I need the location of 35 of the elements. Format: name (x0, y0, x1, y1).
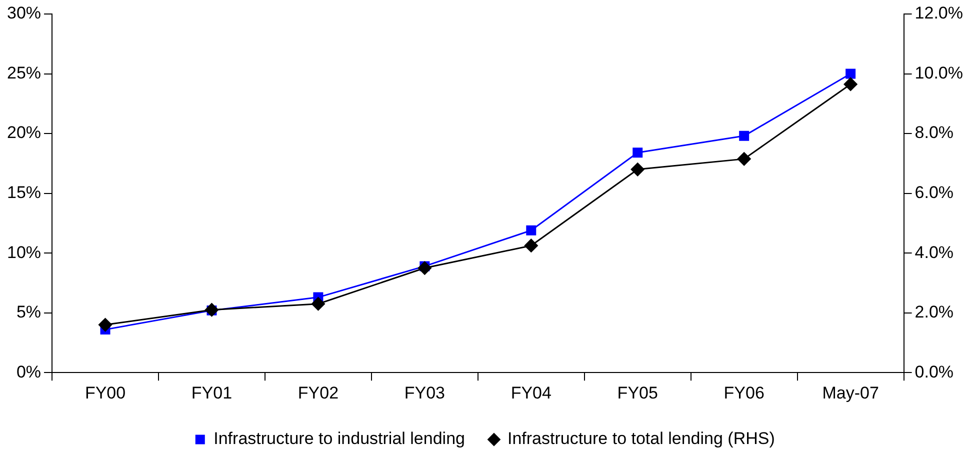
point (737, 152, 751, 166)
y2-tick-label: 2.0% (914, 302, 954, 322)
point (526, 225, 536, 236)
point (98, 318, 112, 332)
x-tick-label: FY06 (724, 383, 764, 402)
x-tick-label: FY04 (510, 383, 552, 402)
x-tick-label: FY03 (404, 383, 445, 402)
x-tick-label: FY02 (298, 383, 339, 402)
x-tick-label: FY00 (84, 383, 126, 402)
point (846, 68, 856, 79)
y-tick-label: 30% (6, 4, 42, 23)
y2-tick-label: 6.0% (914, 182, 954, 202)
y-tick-label: 20% (6, 123, 42, 142)
point (632, 148, 643, 158)
point (311, 297, 325, 311)
y2-tick-label: 12.0% (914, 4, 963, 23)
point (844, 77, 858, 91)
point (524, 238, 538, 252)
y-tick-label: 5% (16, 302, 42, 322)
legend-label: Infrastructure to total lending (RHS) (507, 429, 775, 448)
y2-tick-label: 10.0% (914, 63, 963, 82)
x-tick-label: FY05 (617, 383, 658, 402)
y-tick-label: 15% (6, 182, 42, 202)
y2-tick-label: 8.0% (914, 123, 954, 142)
point (630, 162, 644, 176)
y2-tick-label: 0.0% (914, 362, 954, 382)
point (418, 261, 432, 275)
y-tick-label: 25% (6, 63, 42, 82)
x-tick-label: May-07 (822, 383, 879, 402)
y-tick-label: 0% (16, 362, 42, 382)
legend-label: Infrastructure to industrial lending (214, 429, 465, 448)
y2-tick-label: 4.0% (914, 242, 954, 262)
point (739, 130, 750, 141)
y-tick-label: 10% (6, 242, 42, 262)
x-tick-label: FY01 (191, 383, 232, 402)
